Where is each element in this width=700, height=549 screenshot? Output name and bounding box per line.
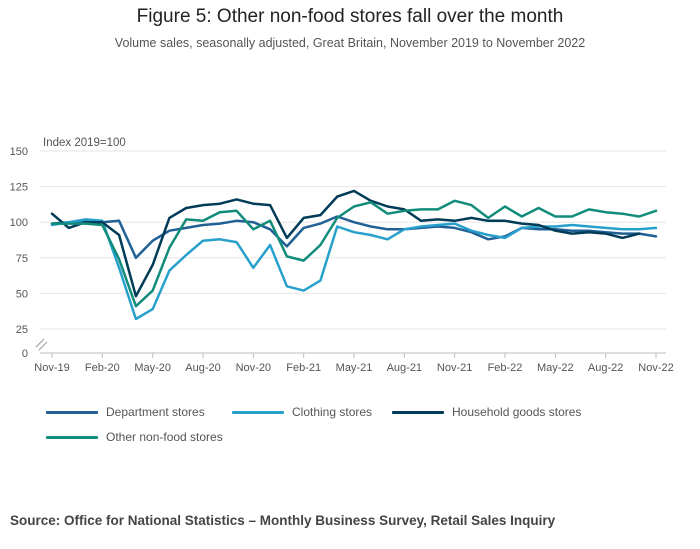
x-tick-label: Aug-22 (588, 362, 623, 374)
x-tick-label: Nov-21 (437, 362, 472, 374)
y-tick-label: 125 (10, 182, 28, 194)
series-line-clothing-stores (50, 218, 658, 321)
x-tick-label: Feb-20 (85, 362, 120, 374)
series-line-household-goods-stores (50, 189, 641, 298)
x-tick-label: May-22 (537, 362, 574, 374)
y-tick-label: 75 (16, 253, 28, 265)
legend-label: Clothing stores (292, 405, 373, 419)
chart-subtitle: Volume sales, seasonally adjusted, Great… (114, 36, 586, 50)
legend-label: Household goods stores (452, 405, 582, 419)
x-tick-label: May-21 (336, 362, 373, 374)
legend-item-clothing-stores[interactable]: Clothing stores (232, 405, 372, 419)
x-tick-label: Aug-20 (185, 362, 220, 374)
x-tick-label: Nov-19 (34, 362, 69, 374)
legend-label: Other non-food stores (106, 430, 223, 444)
axis-break-mark (35, 338, 45, 348)
x-tick-label: Feb-22 (488, 362, 523, 374)
y-tick-label: 100 (10, 217, 28, 229)
y-axis-label: Index 2019=100 (43, 137, 126, 149)
series-line-department-stores (50, 215, 658, 260)
chart-title: Figure 5: Other non-food stores fall ove… (136, 6, 564, 27)
legend-item-department-stores[interactable]: Department stores (46, 405, 205, 419)
axis-break-mark (38, 341, 48, 351)
legend-swatch-other-non-food-stores (46, 435, 98, 439)
line-chart: Index 2019=100 0 25 50 75 100 125 150 Nov-19 Feb-… (10, 137, 674, 374)
x-tick-label: Nov-20 (236, 362, 271, 374)
y-tick-label: 150 (10, 146, 28, 158)
source-note: Source: Office for National Statistics –… (10, 513, 556, 528)
legend-swatch-clothing-stores (232, 410, 284, 414)
y-tick-label: 0 (22, 348, 28, 360)
x-tick-label: Aug-21 (387, 362, 422, 374)
legend-item-household-goods-stores[interactable]: Household goods stores (392, 405, 581, 419)
x-tick-label: May-20 (134, 362, 171, 374)
legend-item-other-non-food-stores[interactable]: Other non-food stores (46, 430, 223, 444)
y-tick-label: 25 (16, 324, 28, 336)
legend-swatch-department-stores (46, 410, 98, 414)
legend-swatch-household-goods-stores (392, 410, 444, 414)
y-tick-label: 50 (16, 288, 28, 300)
x-tick-label: Feb-21 (286, 362, 321, 374)
legend-label: Department stores (106, 405, 205, 419)
axis-break-icon (35, 338, 48, 351)
x-tick-label: Nov-22 (638, 362, 673, 374)
series-line-other-non-food-stores (50, 199, 658, 308)
